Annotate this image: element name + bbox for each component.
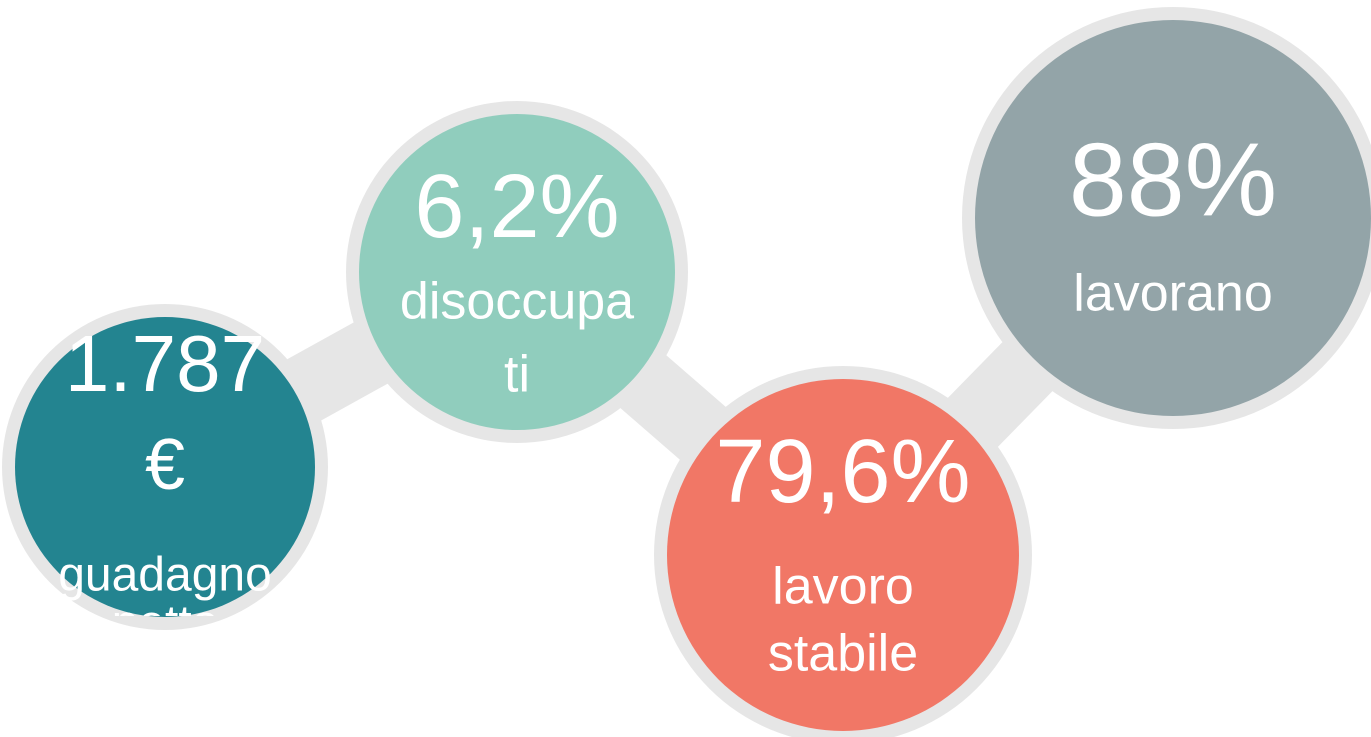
bubble: 79,6% lavoro stabile (654, 366, 1032, 737)
bubble-fill (667, 379, 1019, 731)
bubble-text: 79,6% lavoro stabile (715, 422, 970, 683)
bubble: 1.787 € guadagnonetto (2, 304, 328, 650)
bubble-label: disoccupa (400, 273, 634, 331)
bubble-fill (359, 114, 675, 430)
bubble-label: guadagno (58, 549, 272, 602)
bubble-value: € (145, 425, 185, 505)
bubble-text: 88% lavorano (1069, 122, 1277, 322)
bubble-value: 79,6% (715, 422, 970, 522)
bubble-label: lavorano (1073, 265, 1272, 323)
bubble: 6,2% disoccupa ti (346, 101, 688, 443)
bubble-fill (15, 317, 315, 617)
bubbles: 1.787 € guadagnonetto 6,2% disoccupa ti 79,6% l… (2, 7, 1371, 737)
bubble-value: 6,2% (414, 157, 619, 257)
bubble-label: lavoro (772, 558, 914, 616)
bubble: 88% lavorano (962, 7, 1371, 429)
bubble-label: ti (504, 346, 530, 404)
bubble-fill (975, 20, 1371, 416)
bubble-text: 1.787 € guadagnonetto (58, 319, 272, 650)
bubble-label: netto (112, 597, 219, 650)
bubble-value: 1.787 (65, 319, 265, 408)
bubble-label: stabile (768, 625, 918, 683)
bubble-text: 6,2% disoccupa ti (400, 157, 634, 404)
bubble-value: 88% (1069, 122, 1277, 238)
